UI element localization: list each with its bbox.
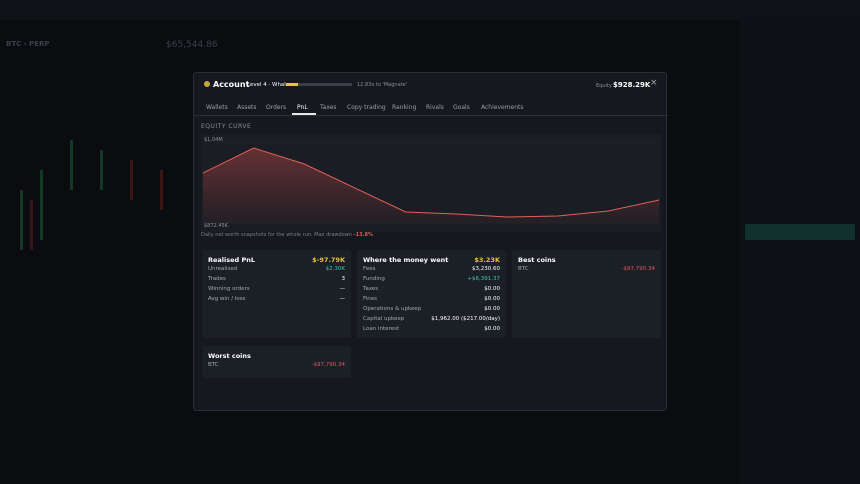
row: Taxes $0.00: [363, 286, 500, 296]
tab-underline: [292, 113, 316, 115]
panel-title: Realised PnL: [208, 256, 255, 264]
side-panel: [740, 20, 860, 484]
row-value: $1,962.00 ($217.00/day): [431, 316, 500, 322]
modal-title: Account: [213, 80, 250, 89]
row: Winning orders —: [208, 286, 345, 296]
row-label: Avg win / loss: [208, 296, 246, 302]
tab[interactable]: Copy trading: [347, 104, 386, 111]
account-modal: Account Level 4 · Whale 12.83x to 'Magna…: [193, 72, 668, 411]
tab[interactable]: Assets: [237, 104, 257, 111]
row: Capital upkeep $1,962.00 ($217.00/day): [363, 316, 500, 326]
row: Operations & upkeep $0.00: [363, 306, 500, 316]
symbol: BTC - PERP: [6, 40, 50, 48]
tab[interactable]: Goals: [453, 104, 470, 111]
row-value: —: [339, 286, 346, 292]
panel-value: $-97.79K: [312, 256, 345, 264]
y-tick-label: $1.04M: [204, 137, 223, 143]
curve-caption: Daily net worth snapshots for the whole …: [201, 232, 373, 238]
side-button: [745, 224, 855, 240]
row: Funding +$6,391.37: [363, 276, 500, 286]
row-label: Fees: [363, 266, 376, 272]
drawdown: -13.8%: [353, 232, 373, 238]
panel-title: Best coins: [518, 256, 556, 264]
realised-panel: Realised PnL $-97.79K Unrealised $2.30K Tr…: [202, 250, 351, 338]
row: Avg win / loss —: [208, 296, 345, 306]
bg-candles: [20, 140, 163, 250]
tab[interactable]: Orders: [266, 104, 287, 111]
best-panel: Best coins BTC -$97,790.34: [512, 250, 661, 338]
row-value: $2.30K: [325, 266, 345, 272]
row: Trades 3: [208, 276, 345, 286]
progress-track: [286, 83, 352, 86]
row-label: BTC: [208, 362, 219, 368]
tab[interactable]: Ranking: [392, 104, 417, 111]
tab[interactable]: Achievements: [481, 104, 524, 111]
row-value: 3: [341, 276, 346, 282]
progress-text: 12.83x to 'Magnate': [357, 82, 408, 88]
panel-title: Where the money went: [363, 256, 449, 264]
row-label: Unrealised: [208, 266, 238, 272]
row-label: Winning orders: [208, 286, 250, 292]
panel-title: Worst coins: [208, 352, 251, 360]
panel-value: $3.23K: [474, 256, 500, 264]
row-label: Taxes: [363, 286, 379, 292]
equity-area: [203, 147, 659, 223]
row-label: Trades: [208, 276, 226, 282]
row-value: $0.00: [484, 326, 500, 332]
row-value: —: [339, 296, 346, 302]
divider: [194, 115, 668, 116]
tab[interactable]: Taxes: [320, 104, 337, 111]
level: Level 4 · Whale: [247, 82, 290, 88]
row-value: +$6,391.37: [467, 276, 500, 282]
caption: Daily net worth snapshots for the whole …: [201, 232, 352, 238]
row: BTC -$97,790.34: [208, 362, 345, 372]
row-label: BTC: [518, 266, 529, 272]
worst-panel: Worst coins BTC -$97,790.34: [202, 346, 351, 378]
row-label: Loan interest: [363, 326, 400, 332]
row-value: $0.00: [484, 296, 500, 302]
row-label: Funding: [363, 276, 385, 282]
equity-label: Equity: [596, 83, 612, 89]
row-value: $0.00: [484, 306, 500, 312]
row-label: Operations & upkeep: [363, 306, 422, 312]
row: Fees $3,230.60: [363, 266, 500, 276]
equity-chart: $1.04M $872.45K: [201, 134, 661, 232]
row-value: -$97,790.34: [621, 266, 655, 272]
equity-value: $928.29K: [613, 81, 651, 89]
price: $65,544.86: [166, 40, 218, 50]
row: Unrealised $2.30K: [208, 266, 345, 276]
row-label: Capital upkeep: [363, 316, 405, 322]
progress-fill: [286, 83, 298, 86]
tab[interactable]: Rivals: [426, 104, 444, 111]
row-value: $0.00: [484, 286, 500, 292]
money-panel: Where the money went $3.23K Fees $3,230.6…: [357, 250, 506, 338]
equity-line: [202, 147, 660, 218]
row-label: Fines: [363, 296, 378, 302]
row-value: $3,230.60: [472, 266, 500, 272]
tab[interactable]: PnL: [297, 104, 308, 111]
row-value: -$97,790.34: [311, 362, 345, 368]
row: Loan interest $0.00: [363, 326, 500, 336]
avatar: [204, 81, 210, 87]
tab[interactable]: Wallets: [206, 104, 228, 111]
row: Fines $0.00: [363, 296, 500, 306]
curve-title: EQUITY CURVE: [201, 123, 252, 130]
y-tick-label: $872.45K: [204, 223, 229, 229]
close-button[interactable]: ×: [650, 78, 658, 88]
row: BTC -$97,790.34: [518, 266, 655, 276]
top-bar: [0, 0, 860, 20]
